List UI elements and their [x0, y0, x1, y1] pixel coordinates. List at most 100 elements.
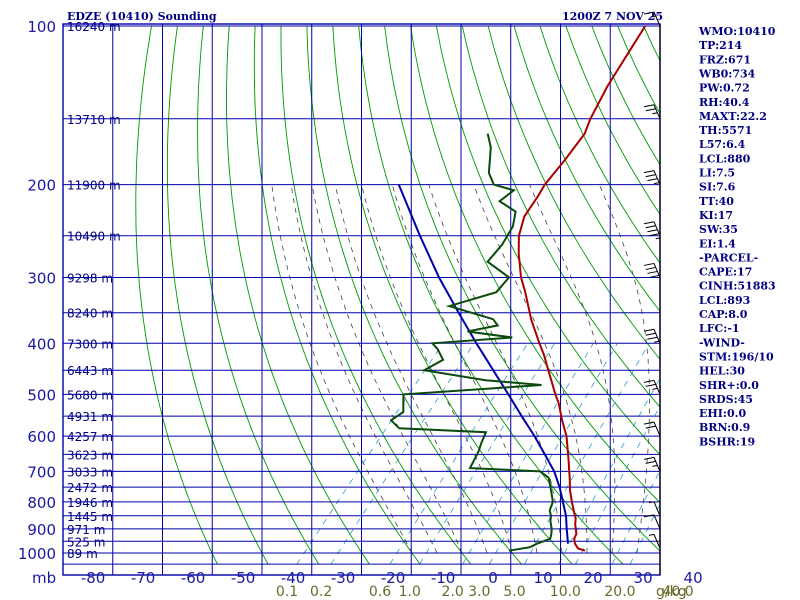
- wind-barb-staff: [653, 501, 661, 517]
- height-label: 9298 m: [67, 271, 113, 285]
- pressure-tick-label: 800: [27, 494, 56, 512]
- temperature-tick-label: -70: [131, 569, 156, 587]
- temperature-tick-label: -60: [181, 569, 206, 587]
- moist-adiabat: [428, 184, 563, 554]
- moist-adiabat: [598, 184, 650, 554]
- index-line: WB0:734: [698, 67, 756, 80]
- temperature-tick-label: 0: [488, 569, 498, 587]
- pressure-tick-label: 900: [27, 521, 56, 539]
- wind-barb-half: [652, 464, 658, 467]
- dry-adiabat: [280, 26, 472, 565]
- wind-barb-flag: [643, 421, 655, 425]
- temperature-tick-label: -80: [81, 569, 106, 587]
- mixing-ratio-label: 1.0: [399, 584, 421, 600]
- index-line: LI:7.5: [699, 167, 735, 180]
- moist-adiabat: [529, 184, 616, 554]
- mixing-ratio-unit: g/kg: [656, 584, 687, 600]
- height-label: 11900 m: [67, 179, 121, 193]
- wind-barb-flag: [649, 233, 660, 237]
- temperature-tick-label: -30: [331, 569, 356, 587]
- dry-adiabat: [332, 25, 573, 565]
- temperature-tick-label: -10: [431, 569, 456, 587]
- pressure-axis-label: mb: [32, 569, 56, 587]
- temperature-tick-label: -50: [231, 569, 256, 587]
- wind-barb: [643, 379, 661, 395]
- height-label: 3623 m: [67, 448, 113, 462]
- wind-barb: [643, 221, 661, 240]
- wind-barb-flag: [645, 332, 656, 336]
- wind-barb-half: [654, 182, 660, 185]
- height-label: 1946 m: [67, 496, 113, 510]
- index-line: -PARCEL-: [699, 251, 758, 264]
- height-label: 5680 m: [67, 388, 113, 402]
- height-label: 2472 m: [67, 481, 113, 495]
- wind-barb-flag: [647, 229, 658, 233]
- temperature-tick-label: 20: [584, 569, 603, 587]
- mixing-ratio-line: [419, 343, 556, 565]
- mixing-ratio-label: 2.0: [442, 584, 464, 600]
- mixing-ratio-line: [611, 469, 660, 565]
- index-line: TT:40: [699, 195, 734, 208]
- wind-barb-flag: [645, 266, 656, 270]
- mixing-ratio-label: 0.6: [369, 584, 391, 600]
- index-line: SHR+:0.0: [699, 379, 759, 392]
- wind-barb-flag: [645, 460, 656, 464]
- wind-barb-flag: [647, 336, 658, 340]
- mixing-ratio-line: [389, 343, 529, 565]
- wind-barb: [643, 456, 661, 472]
- index-line: CAP:8.0: [699, 308, 748, 321]
- wind-barb-staff: [653, 104, 661, 119]
- pressure-tick-label: 1000: [18, 545, 56, 563]
- wind-barb-flag: [649, 274, 660, 278]
- mixing-ratio-label: 5.0: [503, 584, 525, 600]
- mixing-ratio-label: 0.2: [310, 584, 332, 600]
- height-label: 89 m: [67, 547, 98, 561]
- dewpoint-trace: [389, 133, 554, 552]
- wind-barb: [648, 533, 661, 549]
- index-line: BSHR:19: [699, 435, 755, 448]
- pressure-tick-label: 100: [27, 18, 56, 36]
- wind-barb: [643, 170, 661, 185]
- dry-adiabat: [358, 25, 624, 565]
- temperature-tick-label: 40: [684, 569, 703, 587]
- grid: [62, 23, 661, 576]
- dry-adiabat: [487, 25, 660, 360]
- index-line: LFC:-1: [699, 322, 740, 335]
- index-line: PW:0.72: [699, 82, 750, 95]
- wind-barb-flag: [647, 270, 658, 274]
- mixing-ratio-line: [488, 343, 618, 565]
- wind-barb: [648, 501, 661, 517]
- index-line: L57:6.4: [699, 138, 746, 151]
- index-line: LCL:893: [699, 294, 750, 307]
- wind-barb-flag: [643, 379, 655, 383]
- index-line: TP:214: [699, 39, 742, 52]
- wind-barb-flag: [645, 425, 656, 429]
- mixing-ratio-label: 10.0: [550, 584, 581, 600]
- index-line: TH:5571: [699, 124, 752, 137]
- dry-adiabat: [226, 25, 370, 565]
- temperature-tick-label: -20: [381, 569, 406, 587]
- height-label: 1445 m: [67, 510, 113, 524]
- wind-barb: [643, 104, 661, 119]
- height-label: 8240 m: [67, 307, 113, 321]
- wind-barbs: [643, 11, 661, 549]
- wind-barb-staff: [653, 11, 661, 27]
- chart-date: 1200Z 7 NOV 25: [562, 10, 663, 23]
- mixing-ratio-label: 0.1: [276, 584, 298, 600]
- height-label: 4257 m: [67, 430, 113, 444]
- wind-barb-half: [648, 533, 655, 536]
- profiles: [389, 25, 647, 552]
- moist-adiabat: [361, 184, 513, 554]
- wind-barb-flag: [643, 456, 655, 460]
- index-line: SW:35: [699, 223, 738, 236]
- temperature-tick-label: 10: [534, 569, 553, 587]
- dry-adiabat: [539, 25, 660, 264]
- height-label: 3033 m: [67, 465, 113, 479]
- wind-barb-half: [652, 112, 658, 115]
- dry-adiabat: [253, 25, 421, 565]
- index-line: STM:196/10: [699, 350, 774, 363]
- parcel-trace: [397, 184, 569, 544]
- height-label: 7300 m: [67, 337, 113, 351]
- wind-barb-staff: [653, 534, 661, 549]
